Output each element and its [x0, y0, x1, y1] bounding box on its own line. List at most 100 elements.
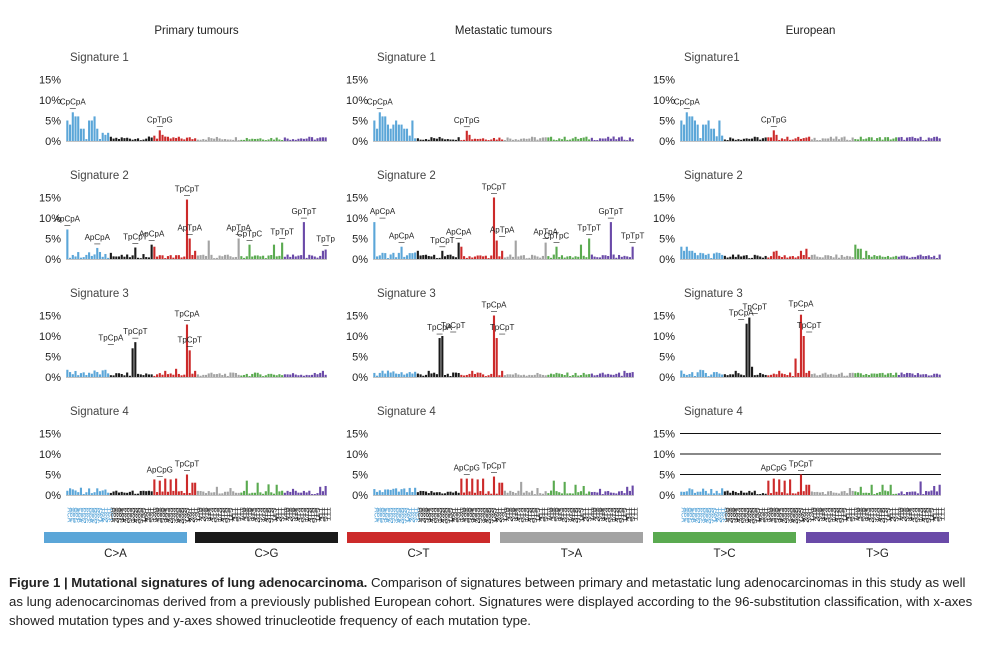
bar	[395, 488, 398, 495]
bar	[264, 140, 267, 141]
bar	[577, 375, 580, 377]
bar	[403, 488, 406, 495]
bar	[376, 128, 379, 141]
bar	[579, 138, 583, 141]
y-tick-label: 5%	[352, 470, 368, 482]
x-tick-label: TCC	[715, 508, 724, 523]
bar	[446, 254, 449, 259]
bar	[517, 374, 520, 377]
bar	[710, 488, 713, 495]
x-tick-label: ATA	[853, 507, 862, 520]
bar	[109, 252, 112, 259]
bar	[473, 138, 477, 141]
bar	[93, 370, 96, 377]
bar	[185, 324, 189, 377]
bar	[101, 490, 104, 495]
x-tick-label: TCA	[185, 508, 194, 523]
x-tick-label: CCG	[739, 508, 748, 524]
bar	[897, 374, 900, 377]
bar	[884, 256, 887, 259]
bar	[712, 493, 716, 495]
bar	[729, 492, 732, 495]
x-tick-label: CTG	[913, 508, 922, 524]
bar	[308, 136, 311, 141]
bar	[112, 138, 115, 141]
bar	[77, 375, 80, 377]
x-tick-label: TCA	[712, 508, 721, 523]
y-tick-label: 5%	[659, 116, 675, 128]
bar	[824, 255, 827, 259]
bar	[816, 256, 819, 259]
x-tick-label: ACG	[421, 507, 430, 523]
bar	[147, 136, 150, 141]
bar	[433, 138, 436, 141]
bar	[191, 254, 194, 259]
bar	[702, 124, 705, 141]
bar	[291, 488, 295, 495]
bar	[414, 371, 417, 377]
bar	[234, 256, 237, 259]
bar	[134, 247, 137, 259]
x-tick-label: GCG	[400, 507, 409, 524]
bar	[895, 255, 898, 259]
peak-annotation: ApCpA	[55, 214, 81, 223]
bar	[530, 254, 534, 259]
bar	[126, 372, 129, 377]
x-tick-label: GTG	[530, 507, 539, 523]
x-tick-label: GCA	[788, 507, 797, 523]
x-tick-label: CTT	[829, 508, 838, 523]
x-tick-label: ACG	[114, 507, 123, 523]
x-tick-label: GCT	[489, 507, 498, 523]
bar	[69, 488, 72, 495]
bar	[457, 492, 460, 495]
bar	[577, 492, 580, 495]
peak-annotation: TpTpT	[577, 224, 601, 233]
bar	[726, 490, 729, 495]
bar	[892, 138, 895, 141]
x-tick-label: ATC	[549, 507, 558, 521]
bar	[628, 257, 631, 259]
bar	[604, 491, 607, 495]
bar	[251, 138, 254, 141]
bar	[473, 373, 477, 377]
bar	[153, 135, 156, 141]
bar	[139, 140, 142, 141]
bar	[226, 139, 229, 141]
peak-annotation: TpCpT	[482, 462, 507, 471]
peak-annotation: TpCpT	[175, 185, 200, 194]
bar	[797, 136, 800, 141]
bar	[120, 374, 123, 377]
bar	[386, 258, 390, 259]
bar	[403, 128, 406, 141]
bar	[419, 139, 422, 141]
bar	[604, 138, 607, 141]
bar	[930, 375, 933, 377]
bar	[490, 493, 493, 495]
bar	[590, 492, 593, 495]
bar	[286, 254, 289, 259]
x-tick-label: ACG	[158, 507, 167, 523]
bar	[753, 490, 756, 495]
x-tick-label: TCT	[500, 508, 509, 523]
bar	[829, 136, 832, 141]
x-tick-label: CTT	[565, 508, 574, 523]
bar	[503, 257, 506, 259]
bar	[93, 116, 96, 141]
bar	[935, 136, 938, 141]
bar	[128, 138, 131, 141]
bar	[275, 137, 278, 141]
bar	[223, 491, 227, 495]
bar	[734, 139, 737, 141]
bar	[846, 375, 849, 377]
bar	[571, 375, 574, 377]
bar	[321, 491, 324, 495]
bar	[857, 248, 860, 259]
bar	[574, 136, 577, 141]
bar	[134, 138, 137, 141]
bar	[585, 257, 588, 259]
bar	[465, 130, 468, 141]
bar	[892, 493, 895, 495]
bar	[175, 137, 178, 141]
bar	[147, 490, 150, 495]
bar	[854, 244, 857, 259]
